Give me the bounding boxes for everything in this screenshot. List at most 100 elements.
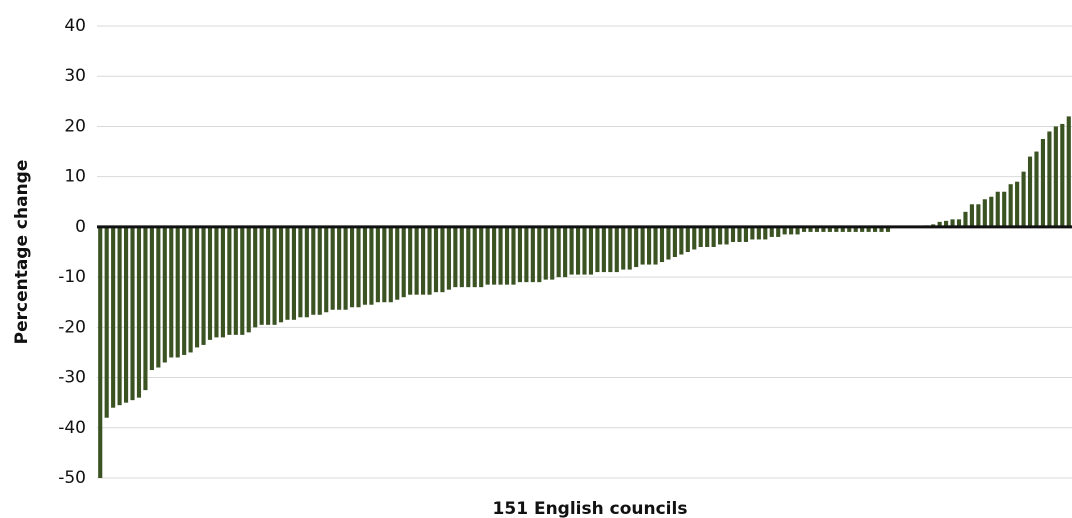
bar <box>647 226 652 265</box>
bar <box>537 226 542 283</box>
bar <box>188 226 193 353</box>
bar <box>130 226 135 401</box>
bar <box>653 226 658 265</box>
y-tick-label: 20 <box>64 116 86 136</box>
bar <box>543 226 548 280</box>
bar <box>976 204 981 227</box>
bar <box>220 226 225 338</box>
bar <box>634 226 639 268</box>
bar <box>207 226 213 340</box>
bar <box>298 226 303 318</box>
bar <box>866 226 871 232</box>
bar <box>233 226 238 335</box>
bar <box>743 226 748 242</box>
bar <box>421 226 426 295</box>
bar <box>763 226 768 240</box>
bar <box>853 226 858 232</box>
bar <box>563 226 568 278</box>
bar <box>1060 123 1065 227</box>
bar <box>1015 181 1020 227</box>
y-tick-label: 40 <box>64 16 86 36</box>
bar <box>369 226 374 305</box>
bar <box>111 226 116 408</box>
bar <box>459 226 464 288</box>
bar <box>750 226 755 240</box>
bar <box>375 226 380 303</box>
bar <box>950 219 955 227</box>
bar <box>504 226 510 285</box>
bar <box>530 226 535 283</box>
bar <box>492 226 497 285</box>
bar <box>1021 171 1026 227</box>
bar <box>1002 191 1007 227</box>
bar <box>253 226 258 328</box>
bar <box>123 226 129 403</box>
bar <box>782 226 787 235</box>
bar <box>601 226 606 273</box>
bar <box>498 226 503 285</box>
bar <box>627 226 632 270</box>
y-tick-label: -30 <box>58 368 86 388</box>
bar <box>324 226 329 313</box>
bar <box>1040 139 1046 227</box>
bar <box>349 226 355 308</box>
bar <box>240 226 245 335</box>
bar <box>440 226 445 293</box>
bar <box>885 226 891 232</box>
bar <box>466 226 471 288</box>
bar <box>117 226 122 406</box>
bar <box>995 191 1000 227</box>
bar <box>149 226 154 371</box>
bar <box>608 226 613 273</box>
bar <box>272 226 277 325</box>
bar <box>291 226 297 320</box>
bar <box>1066 116 1071 227</box>
bar <box>963 211 968 227</box>
bar <box>330 226 335 310</box>
bar <box>969 204 974 227</box>
bar <box>659 226 665 263</box>
bar <box>795 226 800 235</box>
bar <box>672 226 677 258</box>
bar <box>104 226 109 418</box>
bar <box>395 226 400 300</box>
bar <box>666 226 671 260</box>
bar <box>479 226 484 288</box>
bar <box>982 199 987 227</box>
bar <box>847 226 852 232</box>
y-axis-title: Percentage change <box>12 160 32 345</box>
bar <box>879 226 884 232</box>
bar <box>143 226 148 391</box>
bar <box>1053 126 1058 227</box>
bar <box>227 226 232 335</box>
bar <box>872 226 878 232</box>
bar <box>285 226 290 320</box>
bar <box>278 226 284 323</box>
bar <box>698 226 703 247</box>
bar <box>821 226 826 232</box>
bar <box>776 226 781 237</box>
bar <box>195 226 200 348</box>
bar <box>517 226 522 283</box>
bar <box>860 226 865 232</box>
bar <box>1047 131 1052 227</box>
y-tick-label: 10 <box>64 167 86 187</box>
bar <box>214 226 219 338</box>
bar <box>427 226 432 295</box>
y-tick-label: -10 <box>58 267 86 287</box>
bar <box>401 226 406 298</box>
bar <box>337 226 342 310</box>
bar <box>679 226 684 255</box>
bar <box>162 226 167 363</box>
bar <box>937 221 942 227</box>
y-tick-label: 30 <box>64 66 86 86</box>
bar <box>944 220 949 227</box>
bar <box>414 226 419 295</box>
bar <box>1034 151 1039 227</box>
bar <box>201 226 206 345</box>
bar <box>446 226 451 290</box>
bar <box>575 226 581 275</box>
bar <box>827 226 832 232</box>
